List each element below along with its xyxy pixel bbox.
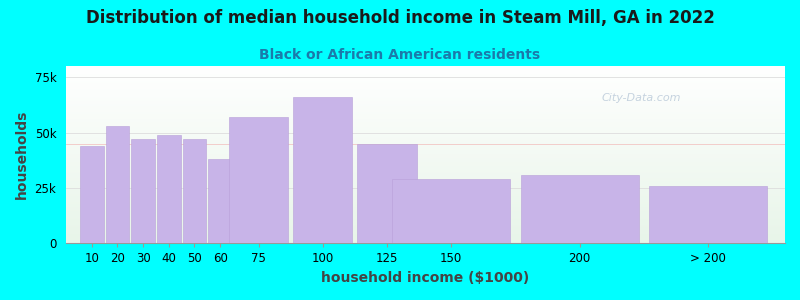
Bar	[80, 146, 103, 243]
Text: Distribution of median household income in Steam Mill, GA in 2022: Distribution of median household income …	[86, 9, 714, 27]
Bar	[157, 135, 181, 243]
Bar	[521, 175, 638, 243]
Text: Black or African American residents: Black or African American residents	[259, 48, 541, 62]
Bar	[358, 144, 417, 243]
Bar	[182, 139, 206, 243]
Bar	[649, 186, 767, 243]
Y-axis label: households: households	[15, 110, 29, 200]
Bar	[392, 179, 510, 243]
Text: City-Data.com: City-Data.com	[602, 93, 681, 103]
Bar	[131, 139, 155, 243]
X-axis label: household income ($1000): household income ($1000)	[322, 271, 530, 285]
Bar	[294, 97, 352, 243]
Bar	[106, 126, 129, 243]
Bar	[229, 117, 288, 243]
Bar	[208, 159, 232, 243]
